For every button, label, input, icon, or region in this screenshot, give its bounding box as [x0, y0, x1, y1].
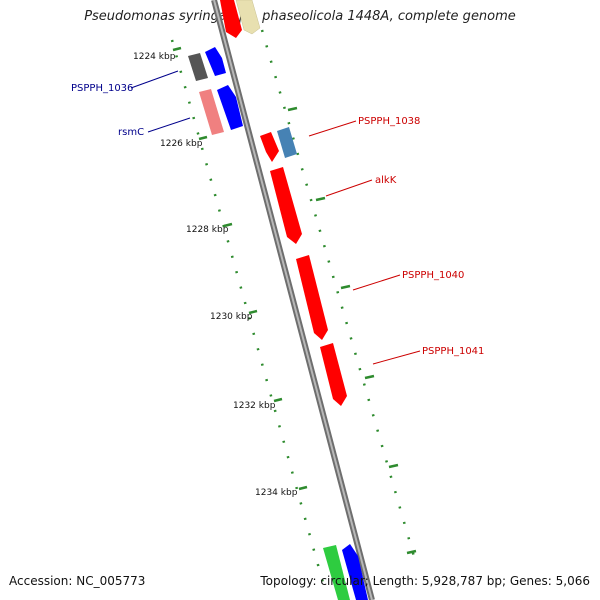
gene-feature-top-red[interactable] [220, 0, 242, 38]
tick-label-1228: 1228 kbp [186, 225, 229, 235]
tick-label-1230: 1230 kbp [210, 312, 253, 322]
gene-label-alkK[interactable]: alkK [375, 175, 397, 186]
tick-label-1226: 1226 kbp [160, 139, 203, 149]
leader-alkK [325, 179, 373, 197]
gene-label-PSPPH_1040[interactable]: PSPPH_1040 [402, 270, 464, 281]
genome-backbone-highlight [213, 0, 373, 600]
tick-label-1224: 1224 kbp [133, 52, 176, 62]
leader-PSPPH_1040 [352, 274, 401, 291]
gene-feature-pink[interactable] [199, 89, 224, 135]
gene-feature-top-khaki[interactable] [235, 0, 261, 35]
gene-label-PSPPH_1041[interactable]: PSPPH_1041 [422, 346, 484, 357]
leader-PSPPH_1038 [308, 120, 357, 137]
gene-feature-alkK[interactable] [270, 167, 302, 244]
gene-label-PSPPH_1036[interactable]: PSPPH_1036 [71, 83, 133, 94]
gene-label-PSPPH_1038[interactable]: PSPPH_1038 [358, 116, 420, 127]
gene-feature-bottom-green[interactable] [323, 545, 350, 600]
leader-rsmC [147, 117, 191, 133]
leader-PSPPH_1036 [130, 70, 179, 89]
tick-label-1234: 1234 kbp [255, 488, 298, 498]
gene-feature-steel[interactable] [277, 127, 297, 158]
gene-label-rsmC[interactable]: rsmC [118, 127, 144, 138]
topology-text: Topology: circular; Length: 5,928,787 bp… [260, 574, 590, 588]
gene-feature-PSPPH_1036[interactable] [205, 47, 226, 76]
leader-PSPPH_1041 [372, 350, 421, 365]
tick-label-1232: 1232 kbp [233, 401, 276, 411]
gene-feature-gray[interactable] [188, 53, 208, 81]
gene-feature-PSPPH_1041[interactable] [320, 343, 347, 406]
gene-feature-bottom-blue[interactable] [342, 544, 368, 600]
gene-feature-rsmC[interactable] [217, 85, 243, 130]
gene-feature-PSPPH_1038[interactable] [260, 132, 279, 162]
accession-text: Accession: NC_005773 [9, 574, 146, 588]
genome-title: Pseudomonas syringae pv. phaseolicola 14… [84, 9, 516, 24]
outer-ticks [287, 106, 417, 555]
major-ticks [172, 46, 308, 491]
gene-feature-PSPPH_1040[interactable] [296, 255, 328, 340]
